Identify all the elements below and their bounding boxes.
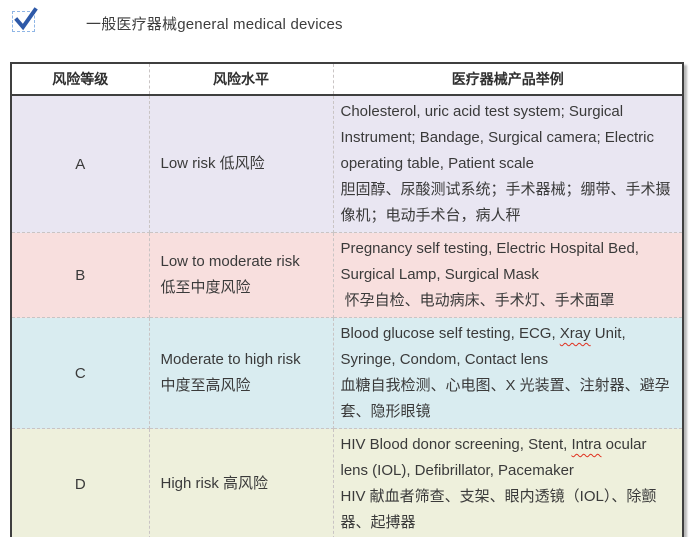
examples-english: Blood glucose self testing, ECG, Xray Un… xyxy=(341,321,677,373)
examples-chinese: 血糖自我检测、心电图、X 光装置、注射器、避孕套、隐形眼镜 xyxy=(340,377,670,420)
table-row-class-a: A Low risk 低风险 Cholesterol, uric acid te… xyxy=(10,94,684,233)
examples-english: Pregnancy self testing, Electric Hospita… xyxy=(341,236,677,288)
checkmark-stroke xyxy=(14,7,38,31)
risk-level-line1: High risk 高风险 xyxy=(160,475,269,492)
risk-classification-table: 风险等级 风险水平 医疗器械产品举例 A Low risk 低风险 Choles… xyxy=(10,62,684,537)
examples-chinese: HIV 献血者筛查、支架、眼内透镜（IOL）、除颤器、起搏器 xyxy=(340,488,657,531)
col-header-device-examples: 医疗器械产品举例 xyxy=(332,62,684,96)
risk-level-line1: Low to moderate risk xyxy=(160,253,300,270)
examples-chinese: 胆固醇、尿酸测试系统；手术器械；绷带、手术摄像机；电动手术台，病人秤 xyxy=(340,181,671,224)
risk-level-cell: Low to moderate risk 低至中度风险 xyxy=(148,232,334,318)
examples-en-text: Unit, Syringe, Condom, Contact lens xyxy=(340,325,626,368)
risk-level-cell: Low risk 低风险 xyxy=(148,94,334,233)
page-title: 一般医疗器械general medical devices xyxy=(86,16,343,33)
table-row-class-d: D High risk 高风险 HIV Blood donor screenin… xyxy=(10,428,684,537)
risk-level-line1: Moderate to high risk xyxy=(160,351,301,368)
examples-english: HIV Blood donor screening, Stent, Intra … xyxy=(341,432,677,484)
examples-cell: HIV Blood donor screening, Stent, Intra … xyxy=(332,428,684,537)
examples-cell: Blood glucose self testing, ECG, Xray Un… xyxy=(332,317,684,429)
table-header-row: 风险等级 风险水平 医疗器械产品举例 xyxy=(10,62,684,96)
misspelled-word: Xray xyxy=(559,325,591,342)
table-row-class-b: B Low to moderate risk 低至中度风险 Pregnancy … xyxy=(10,232,684,318)
examples-en-text: Blood glucose self testing, ECG, xyxy=(340,325,560,342)
examples-english: Cholesterol, uric acid test system; Surg… xyxy=(341,99,677,177)
col-header-risk-grade: 风险等级 xyxy=(10,62,150,96)
examples-chinese: 怀孕自检、电动病床、手术灯、手术面罩 xyxy=(340,292,615,309)
examples-cell: Pregnancy self testing, Electric Hospita… xyxy=(332,232,684,318)
risk-level-line1: Low risk 低风险 xyxy=(160,155,265,172)
col-header-risk-level: 风险水平 xyxy=(148,62,334,96)
examples-en-text: HIV Blood donor screening, Stent, xyxy=(340,436,572,453)
examples-cell: Cholesterol, uric acid test system; Surg… xyxy=(332,94,684,233)
examples-en-text: Cholesterol, uric acid test system; Surg… xyxy=(340,103,654,172)
general-devices-checkbox[interactable] xyxy=(12,7,38,32)
risk-level-line2: 中度至高风险 xyxy=(160,377,251,394)
examples-en-text: ocular lens (IOL), Defibrillator, Pacema… xyxy=(340,436,647,479)
risk-grade-cell: A xyxy=(10,94,150,233)
examples-en-text: Pregnancy self testing, Electric Hospita… xyxy=(340,240,639,283)
risk-level-cell: Moderate to high risk 中度至高风险 xyxy=(148,317,334,429)
table-row-class-c: C Moderate to high risk 中度至高风险 Blood glu… xyxy=(10,317,684,429)
risk-level-cell: High risk 高风险 xyxy=(148,428,334,537)
risk-grade-cell: B xyxy=(10,232,150,318)
risk-grade-cell: C xyxy=(10,317,150,429)
risk-level-line2: 低至中度风险 xyxy=(160,279,251,296)
risk-grade-cell: D xyxy=(10,428,150,537)
misspelled-word: Intra xyxy=(571,436,602,453)
check-icon xyxy=(14,7,38,31)
